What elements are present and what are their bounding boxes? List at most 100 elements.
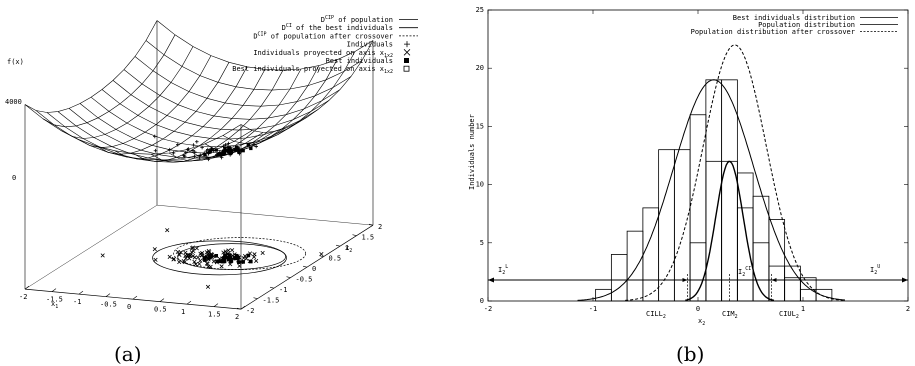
y-tick-label: 5	[480, 239, 484, 247]
x2-tick	[319, 255, 324, 257]
bar-best	[799, 288, 817, 302]
x2-tick-label: 2	[378, 223, 382, 231]
surface-line-x1	[78, 55, 212, 148]
projected-individual	[190, 246, 195, 251]
x1-tick	[132, 295, 138, 300]
projected-individual	[182, 259, 187, 265]
projected-individual	[219, 264, 224, 269]
individual	[198, 153, 203, 157]
arrow-left	[488, 277, 494, 283]
floor-plane	[24, 204, 374, 310]
x1-tick	[24, 285, 30, 290]
projected-best-individual	[216, 259, 220, 264]
x-tick-label: -2	[484, 305, 492, 313]
x1-tick	[51, 288, 57, 292]
projected-individual	[187, 256, 192, 261]
individual	[252, 142, 256, 147]
projected-best-individual	[229, 259, 234, 263]
x-axis-label: x2	[698, 317, 705, 327]
individual	[205, 155, 209, 159]
projected-best-individual	[233, 255, 237, 260]
arrow-ciul	[771, 278, 777, 283]
x1-tick-label: 1.5	[208, 311, 221, 319]
projected-individual	[242, 253, 248, 259]
legend-a-label: Individuals	[347, 41, 393, 49]
projected-individual	[199, 253, 204, 258]
best-individual	[241, 148, 245, 153]
best-individual	[228, 148, 233, 152]
bar-population	[689, 114, 707, 302]
legend-b-label: Best individuals distribution	[733, 14, 855, 22]
x2-tick	[335, 244, 341, 247]
ellipse-after-crossover	[173, 237, 306, 270]
projected-individual	[244, 256, 249, 261]
projected-individual	[185, 253, 191, 258]
projected-best-individual	[249, 259, 253, 264]
y-tick-label: 10	[476, 181, 484, 189]
legend-a-swatch	[403, 49, 411, 56]
bar-population	[752, 195, 770, 302]
individual	[191, 148, 195, 153]
best-individual	[224, 148, 228, 153]
legend-a-label: DCIP of population after crossover	[253, 31, 393, 40]
x2-axis-label: x2	[345, 244, 352, 254]
projected-best-individual	[222, 259, 227, 264]
projected-individual	[198, 258, 203, 263]
bar-population	[815, 288, 833, 302]
surface-line-x2	[123, 69, 341, 120]
surface-mesh	[24, 20, 374, 310]
projected-individual	[197, 261, 202, 267]
y-tick-label: 25	[476, 6, 484, 14]
scatter-points	[100, 134, 324, 289]
best-individual	[214, 148, 218, 152]
annotation-I2CI: I2CI	[738, 266, 751, 278]
projected-individual	[177, 252, 182, 257]
x2-tick-label: 1	[345, 244, 349, 252]
projected-individual	[183, 250, 188, 255]
projected-individual	[192, 259, 197, 264]
individual	[223, 143, 228, 147]
individual	[226, 141, 231, 146]
x2-tick	[302, 265, 308, 268]
x-tick-label: -1	[589, 305, 597, 313]
bar-best	[736, 207, 754, 302]
surface-line-x2	[145, 40, 363, 91]
best-individual	[235, 147, 239, 152]
annotation-CIM2: CIM2	[722, 310, 738, 320]
annotation-I2L: I2L	[498, 264, 508, 276]
surface-line-x1	[240, 40, 374, 133]
bar-population	[610, 254, 628, 302]
annotation-CILL2: CILL2	[646, 310, 666, 320]
arrow-right	[902, 277, 908, 283]
z-tick-4000: 4000	[5, 98, 22, 106]
x1-tick-label: -1.5	[46, 296, 63, 304]
projected-individual	[175, 249, 180, 254]
x-tick-label: 1	[801, 305, 805, 313]
x1-axis-label: x1	[51, 300, 58, 310]
individual	[204, 149, 209, 153]
x1-tick-label: -0.5	[100, 301, 117, 309]
x1-tick	[159, 298, 165, 302]
arrow-cill	[682, 278, 688, 283]
x1-tick	[105, 293, 111, 297]
best-individual	[208, 149, 212, 153]
best-individual	[227, 146, 232, 150]
annotation-I2U: I2U	[870, 264, 880, 276]
projected-individual	[152, 247, 157, 252]
individual	[197, 156, 202, 160]
legend-a-swatch	[403, 65, 410, 72]
projected-individual	[237, 263, 242, 269]
best-individual	[216, 152, 220, 157]
projected-individual	[205, 284, 211, 289]
projected-best-individual	[246, 253, 251, 258]
projected-individual	[226, 248, 231, 253]
floor-edge-back	[24, 204, 374, 290]
legend-b: Best individuals distributionPopulation …	[691, 14, 898, 36]
distribution-curves	[488, 44, 908, 301]
x1-tick-label: 0.5	[154, 306, 167, 314]
x1-tick	[213, 303, 219, 307]
x2-tick	[368, 223, 374, 226]
legend-a-swatch	[404, 58, 409, 63]
